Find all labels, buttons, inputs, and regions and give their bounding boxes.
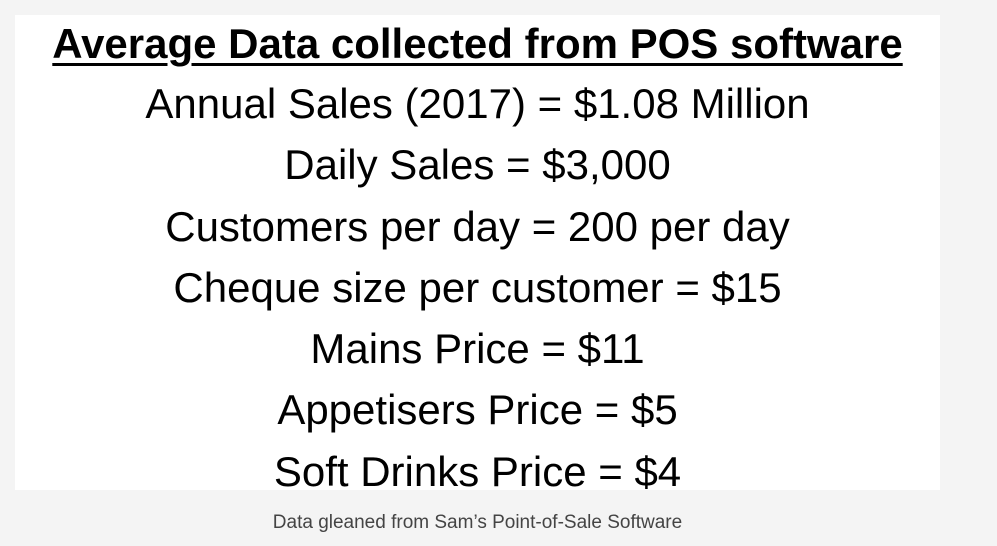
slide-line: Daily Sales = $3,000 <box>284 141 671 189</box>
slide-line: Mains Price = $11 <box>310 325 645 373</box>
slide-lines: Annual Sales (2017) = $1.08 Million Daily… <box>15 73 940 502</box>
image-caption: Data gleaned from Sam’s Point-of-Sale So… <box>272 512 683 533</box>
slide-line: Customers per day = 200 per day <box>165 202 790 250</box>
slide-line: Cheque size per customer = $15 <box>173 263 782 311</box>
slide-line: Annual Sales (2017) = $1.08 Million <box>145 80 810 127</box>
slide-line: Soft Drinks Price = $4 <box>273 447 682 495</box>
slide-line: Appetisers Price = $5 <box>277 386 678 434</box>
slide-image: Average Data collected from POS software… <box>15 15 940 495</box>
slide-title: Average Data collected from POS software <box>52 20 903 67</box>
